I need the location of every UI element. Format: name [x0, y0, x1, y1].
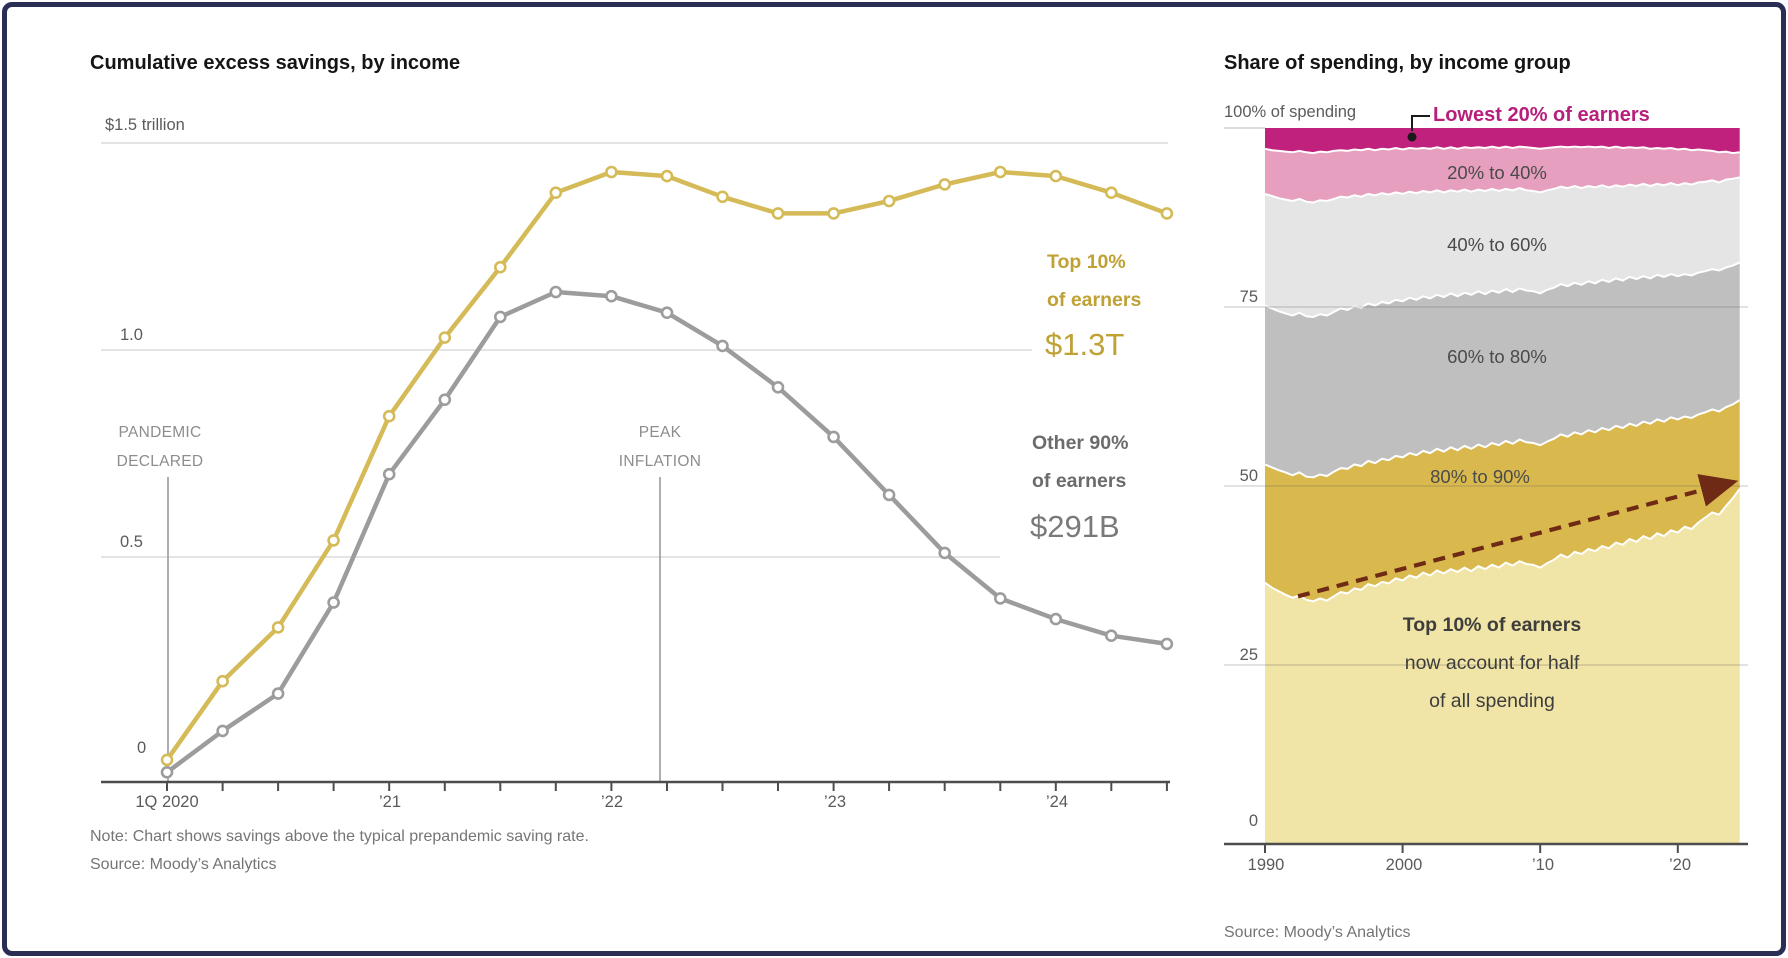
x-tick-1990: 1990 [1247, 856, 1285, 874]
peak-inflation-label-line2: INFLATION [618, 453, 702, 470]
x-tick-21: ’21 [378, 793, 402, 811]
y-axis-label-50: 50 [1239, 467, 1258, 485]
left-chart-note: Note: Chart shows savings above the typi… [90, 828, 589, 845]
x-tick-1q2020: 1Q 2020 [135, 793, 199, 811]
top10-series-label-line2: of earners [1047, 289, 1142, 311]
y-axis-label-0-5: 0.5 [120, 533, 143, 551]
pandemic-declared-label-line1: PANDEMIC [118, 424, 202, 441]
spending-share-area-chart [1224, 115, 1748, 853]
top10-spending-annotation-line2: now account for half [1404, 652, 1580, 674]
band-label-20-40: 20% to 40% [1447, 162, 1547, 183]
x-tick-22: ’22 [600, 793, 624, 811]
y-axis-label-1-5-trillion: $1.5 trillion [105, 116, 185, 134]
left-chart-title: Cumulative excess savings, by income [90, 52, 461, 74]
right-chart-title: Share of spending, by income group [1224, 52, 1571, 74]
other90-series-label-line1: Other 90% [1032, 432, 1129, 454]
pandemic-declared-label-line2: DECLARED [116, 453, 204, 470]
left-chart-source: Source: Moody’s Analytics [90, 856, 277, 873]
x-tick-2000: 2000 [1385, 856, 1423, 874]
x-tick-23: ’23 [823, 793, 847, 811]
y-axis-label-1-0: 1.0 [120, 326, 143, 344]
top10-spending-annotation-line1: Top 10% of earners [1402, 614, 1582, 636]
band-label-80-90: 80% to 90% [1430, 466, 1530, 487]
y-axis-label-75: 75 [1239, 288, 1258, 306]
right-chart-source: Source: Moody’s Analytics [1224, 924, 1411, 941]
peak-inflation-label-line1: PEAK [638, 424, 682, 441]
top10-series-label-line1: Top 10% [1047, 251, 1126, 273]
x-tick-20: ’20 [1668, 856, 1692, 874]
x-tick-10: ’10 [1531, 856, 1555, 874]
top10-spending-annotation-line3: of all spending [1429, 690, 1555, 712]
y-axis-label-25: 25 [1239, 646, 1258, 664]
band-label-60-80: 60% to 80% [1447, 346, 1547, 367]
top10-value-label: $1.3T [1045, 327, 1125, 362]
x-tick-24: ’24 [1045, 793, 1069, 811]
other90-series-label-line2: of earners [1032, 470, 1127, 492]
lowest20-callout-label: Lowest 20% of earners [1433, 104, 1650, 126]
savings-line-chart [101, 142, 1174, 791]
y-axis-label-0-right: 0 [1248, 812, 1258, 830]
y-axis-label-100pct: 100% of spending [1224, 103, 1357, 121]
y-axis-label-0: 0 [137, 739, 147, 757]
band-label-40-60: 40% to 60% [1447, 234, 1547, 255]
other90-value-label: $291B [1030, 509, 1120, 544]
